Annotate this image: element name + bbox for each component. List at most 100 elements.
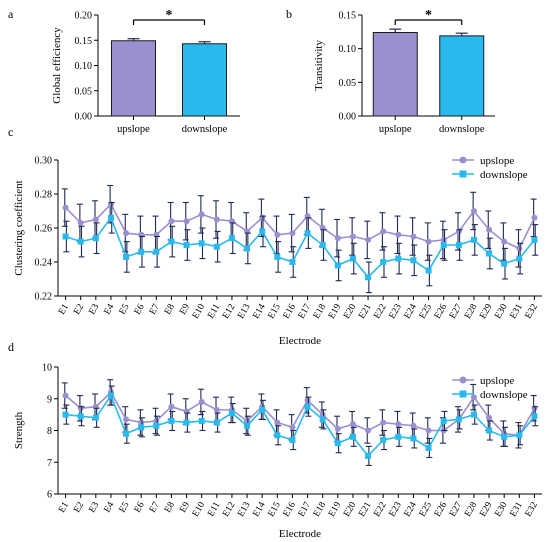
x-tick-label-d: E4 [103,500,117,514]
x-tick-label-d: E12 [221,500,237,518]
point-c-downslope [289,259,296,265]
x-tick-label-c: E16 [282,302,298,320]
point-d-downslope [334,440,341,447]
x-tick-label-d: E18 [312,500,328,518]
x-tick-label-d: E3 [87,500,101,514]
y-tick-label-a: 0.00 [75,112,93,123]
point-d-upslope [138,419,145,426]
bar-a-downslope [182,43,227,117]
x-tick-label-c: E21 [357,302,373,320]
y-tick-label-b: 0.05 [339,78,357,89]
x-tick-label-d: E2 [72,500,86,514]
x-tick-label-b-downslope: downslope [439,124,485,135]
legend-marker-c-upslope [459,156,467,164]
x-tick-label-d: E7 [148,500,162,514]
x-tick-label-d: E14 [251,500,267,518]
point-c-upslope [183,218,190,225]
point-c-downslope [486,250,493,257]
point-d-downslope [486,427,493,434]
legend-label-d-upslope: upslope [480,375,514,387]
x-tick-label-c: E2 [72,302,86,316]
x-tick-label-c: E10 [191,302,207,320]
significance-star-b: * [425,8,432,23]
point-d-upslope [304,397,311,404]
x-tick-label-c: E25 [418,302,434,320]
y-axis-label-d: Strength [13,411,25,449]
point-c-downslope [395,255,402,262]
y-tick-label-c: 0.22 [35,292,53,303]
x-tick-label-d: E15 [267,500,283,518]
x-tick-label-d: E9 [178,500,192,514]
point-d-downslope [138,424,145,431]
point-c-upslope [470,208,477,214]
bar-b-upslope [372,32,418,117]
panel-letter-d: d [8,340,14,354]
y-axis-label-c: Clustering coefficient [13,180,25,275]
x-tick-label-c: E27 [448,302,464,320]
point-d-upslope [213,406,220,413]
point-c-downslope [470,236,477,243]
x-tick-label-d: E22 [372,500,388,518]
y-tick-label-c: 0.28 [35,190,53,201]
point-c-downslope [319,242,326,248]
x-tick-label-c: E9 [178,302,192,316]
y-tick-label-d: 8 [47,426,52,437]
x-tick-label-b-upslope: upslope [379,124,412,135]
y-tick-label-a: 0.20 [75,11,93,22]
point-c-upslope [365,236,372,243]
point-d-downslope [501,433,508,440]
x-tick-label-c: E24 [403,302,419,320]
x-tick-label-c: E4 [103,302,117,316]
point-c-upslope [395,231,402,238]
x-tick-label-d: E31 [509,500,525,518]
point-d-downslope [77,413,84,420]
point-c-downslope [77,238,84,245]
y-tick-label-c: 0.30 [35,156,53,167]
x-tick-label-d: E16 [282,500,298,518]
point-c-upslope [198,211,205,218]
point-c-downslope [349,255,356,262]
point-c-upslope [425,238,432,245]
x-tick-label-c: E32 [524,302,540,320]
x-tick-label-d: E21 [357,500,373,518]
point-d-downslope [213,419,220,426]
x-tick-label-c: E18 [312,302,328,320]
x-tick-label-c: E6 [133,302,147,316]
x-tick-label-c: E11 [206,302,222,320]
x-tick-label-c: E30 [493,302,509,320]
x-tick-label-c: E3 [87,302,101,316]
legend-marker-c-downslope [459,170,467,178]
x-tick-label-d: E11 [206,500,222,518]
x-tick-label-d: E26 [433,500,449,518]
point-d-downslope [395,433,402,440]
point-d-downslope [228,410,235,417]
bar-b-downslope [439,35,485,117]
point-c-downslope [501,260,508,267]
x-tick-label-d: E23 [388,500,404,518]
point-c-upslope [531,214,538,221]
x-tick-label-d: E1 [57,500,71,514]
point-c-downslope [440,242,447,248]
point-c-downslope [62,233,69,240]
point-d-upslope [395,421,402,428]
point-d-downslope [168,417,175,424]
x-tick-label-c: E7 [148,302,162,316]
point-d-upslope [365,427,372,434]
x-tick-label-c: E31 [509,302,525,320]
point-d-downslope [92,414,99,421]
y-tick-label-d: 7 [47,458,52,469]
point-d-downslope [62,411,69,418]
x-tick-label-d: E19 [327,500,343,518]
point-d-downslope [274,432,281,439]
point-d-downslope [259,406,266,413]
point-c-upslope [168,218,175,225]
point-c-downslope [123,253,130,260]
point-c-upslope [92,216,99,223]
point-d-downslope [183,419,190,426]
point-c-downslope [153,248,160,255]
point-d-downslope [244,422,251,429]
x-tick-label-c: E26 [433,302,449,320]
point-c-downslope [380,259,387,265]
point-d-upslope [274,419,281,426]
